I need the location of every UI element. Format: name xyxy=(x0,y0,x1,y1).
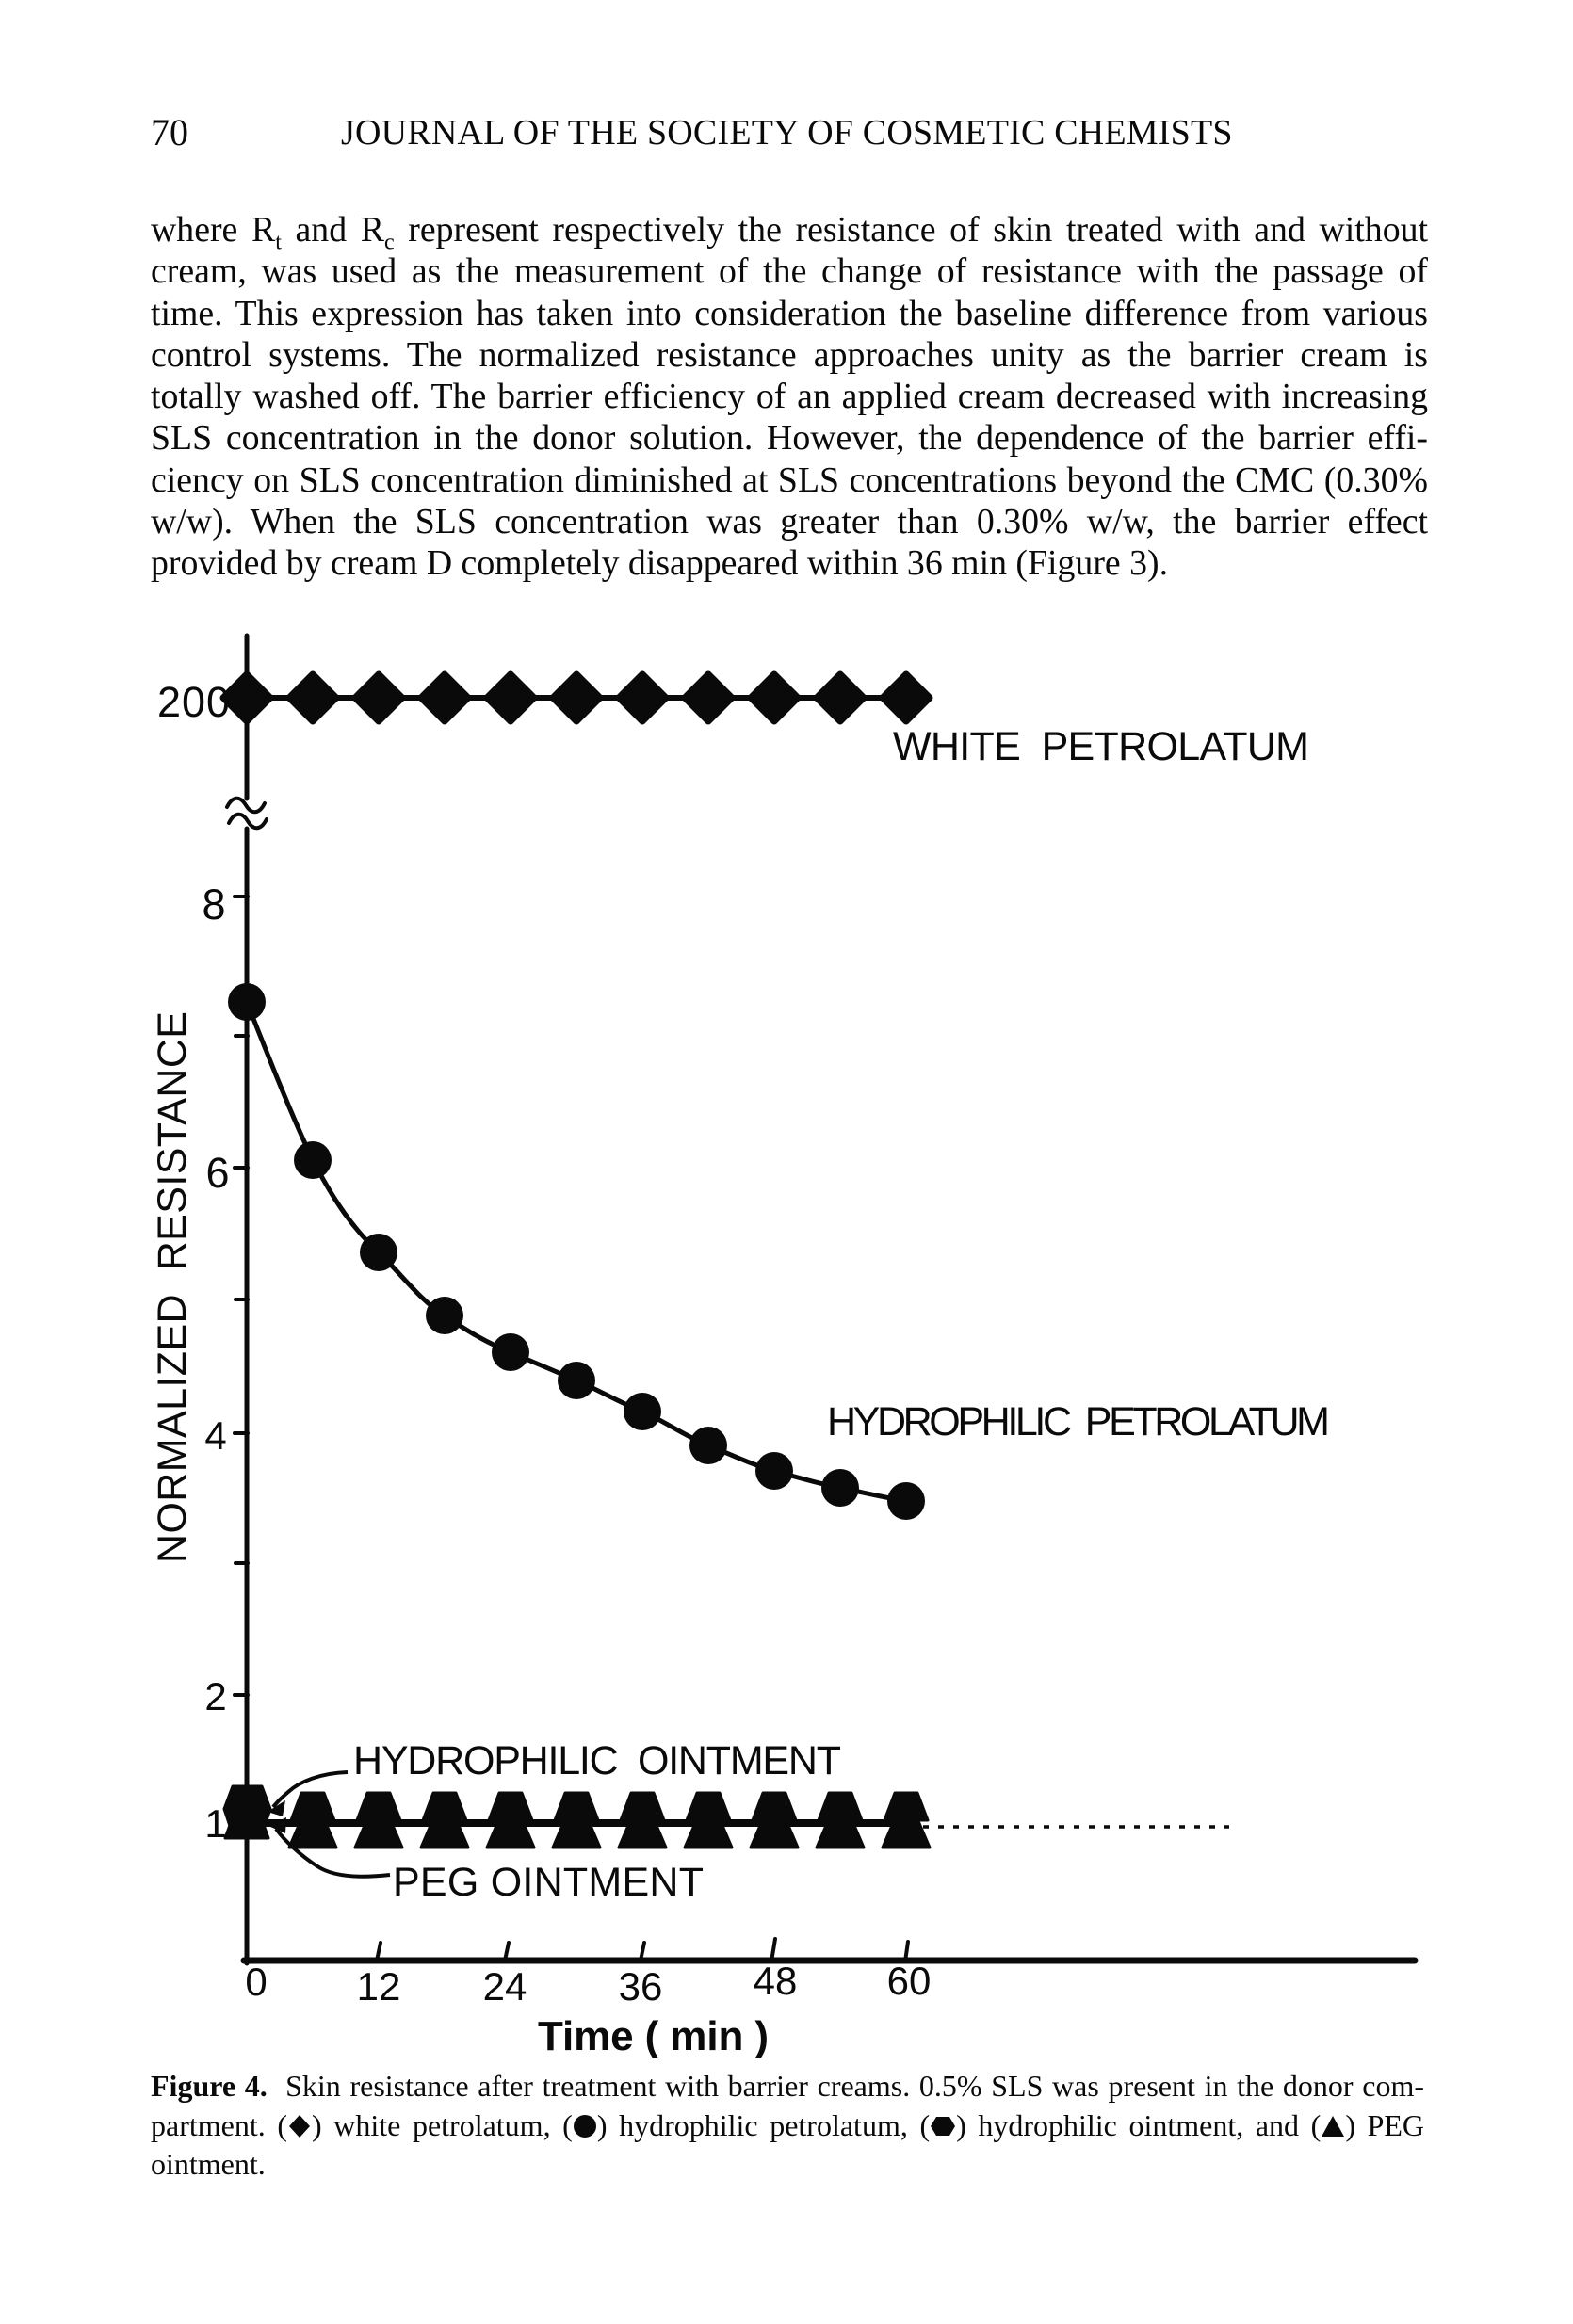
svg-text:WHITE PETROLATUM: WHITE PETROLATUM xyxy=(893,724,1309,769)
svg-text:Time ( min ): Time ( min ) xyxy=(538,2013,769,2059)
svg-text:HYDROPHILIC OINTMENT: HYDROPHILIC OINTMENT xyxy=(353,1738,841,1783)
svg-text:0: 0 xyxy=(245,1960,267,2004)
svg-text:HYDROPHILIC PETROLATUM: HYDROPHILIC PETROLATUM xyxy=(827,1399,1330,1444)
svg-text:6: 6 xyxy=(205,1149,229,1197)
svg-text:8: 8 xyxy=(202,880,225,928)
svg-text:NORMALIZED RESISTANCE: NORMALIZED RESISTANCE xyxy=(150,1011,195,1563)
svg-text:60: 60 xyxy=(887,1959,932,2003)
svg-text:PEG OINTMENT: PEG OINTMENT xyxy=(393,1860,704,1905)
svg-text:48: 48 xyxy=(754,1959,798,2003)
svg-text:36: 36 xyxy=(619,1964,663,2009)
svg-text:24: 24 xyxy=(483,1964,527,2009)
svg-text:4: 4 xyxy=(204,1413,226,1458)
svg-text:1: 1 xyxy=(204,1801,226,1846)
svg-text:12: 12 xyxy=(357,1964,401,2009)
svg-text:2: 2 xyxy=(204,1674,226,1719)
svg-text:200: 200 xyxy=(157,678,230,726)
